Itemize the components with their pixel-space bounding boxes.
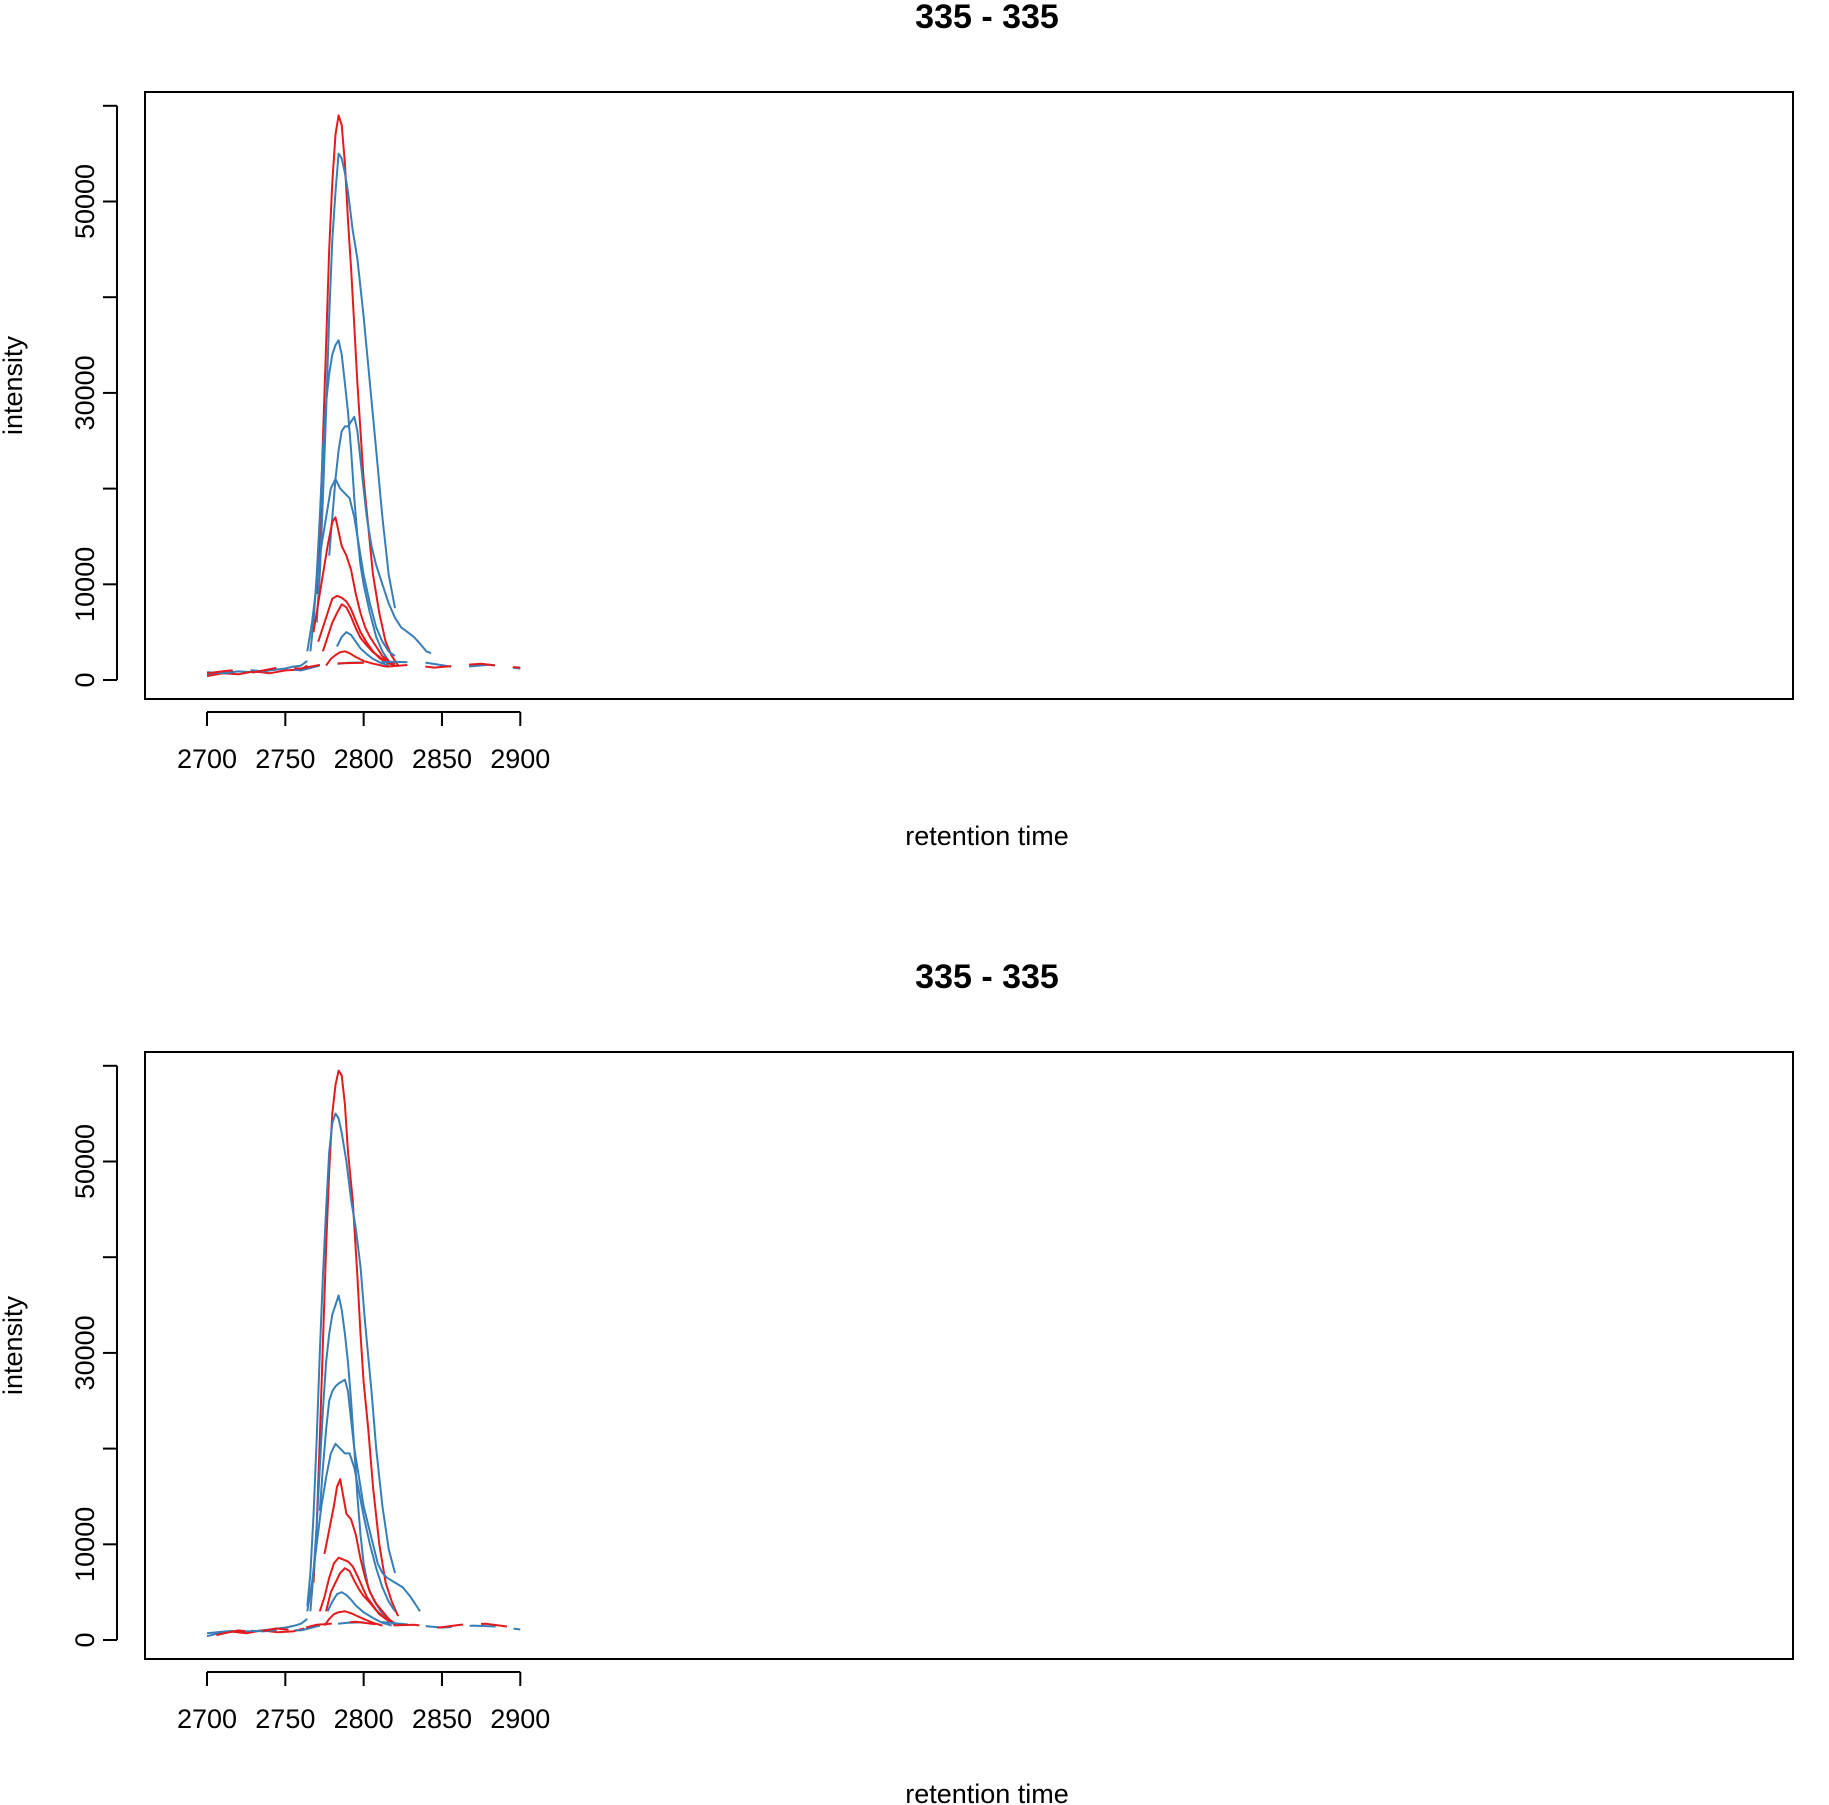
x-axis-label: retention time	[905, 1779, 1069, 1805]
series-line-red-7	[325, 1567, 396, 1626]
x-axis-label: retention time	[905, 821, 1069, 851]
series-line-blue-2	[309, 1294, 388, 1620]
series-line-blue-1	[306, 1112, 396, 1607]
x-tick-label: 2700	[177, 744, 237, 774]
x-tick-label: 2900	[490, 744, 550, 774]
series-line-blue-3	[318, 1378, 421, 1612]
series-line-blue-8	[326, 1591, 393, 1627]
y-tick-label: 30000	[70, 355, 100, 430]
series-line-blue-3	[328, 415, 432, 655]
chart-title: 335 - 335	[915, 0, 1059, 36]
y-axis-label: intensity	[0, 335, 28, 435]
x-tick-label: 2750	[255, 1704, 315, 1734]
x-tick-label: 2800	[334, 1704, 394, 1734]
y-tick-label: 10000	[70, 547, 100, 622]
x-tick-label: 2700	[177, 1704, 237, 1734]
y-tick-label: 0	[70, 1632, 100, 1647]
y-tick-label: 0	[70, 672, 100, 687]
plot-frame	[144, 91, 1794, 700]
series-line-blue-8	[336, 631, 390, 667]
series-line-red-9	[323, 1610, 383, 1627]
series-line-red-9	[325, 650, 383, 667]
y-axis-label: intensity	[0, 1295, 28, 1395]
chart-title: 335 - 335	[915, 958, 1059, 996]
y-tick-label: 10000	[70, 1507, 100, 1582]
series-line-red-13	[206, 661, 521, 675]
series-line-red-5	[312, 516, 396, 667]
chart-panel-bottom: 335 - 335 2700 2750 2800 2850 2900 retention t…	[0, 958, 1794, 1805]
y-tick-label: 50000	[70, 164, 100, 239]
x-tick-label: 2850	[412, 1704, 472, 1734]
plot-frame	[144, 1051, 1794, 1660]
y-tick-label: 30000	[70, 1315, 100, 1390]
series-line-red-5	[323, 1478, 396, 1625]
x-tick-label: 2850	[412, 744, 472, 774]
y-tick-label: 50000	[70, 1124, 100, 1199]
series-line-blue-2	[309, 339, 390, 662]
series-line-red-13	[219, 1620, 521, 1636]
series-line-blue-4	[306, 478, 396, 657]
series-line-red-0	[315, 114, 399, 667]
x-tick-label: 2800	[334, 744, 394, 774]
series-line-blue-4	[306, 1442, 396, 1612]
chart-panel-top: 335 - 335 2700 2750 2800 2850 2900 retention t…	[0, 0, 1794, 851]
x-tick-label: 2900	[490, 1704, 550, 1734]
series-line-red-0	[312, 1069, 400, 1617]
series-line-red-7	[321, 603, 396, 665]
x-tick-label: 2750	[255, 744, 315, 774]
